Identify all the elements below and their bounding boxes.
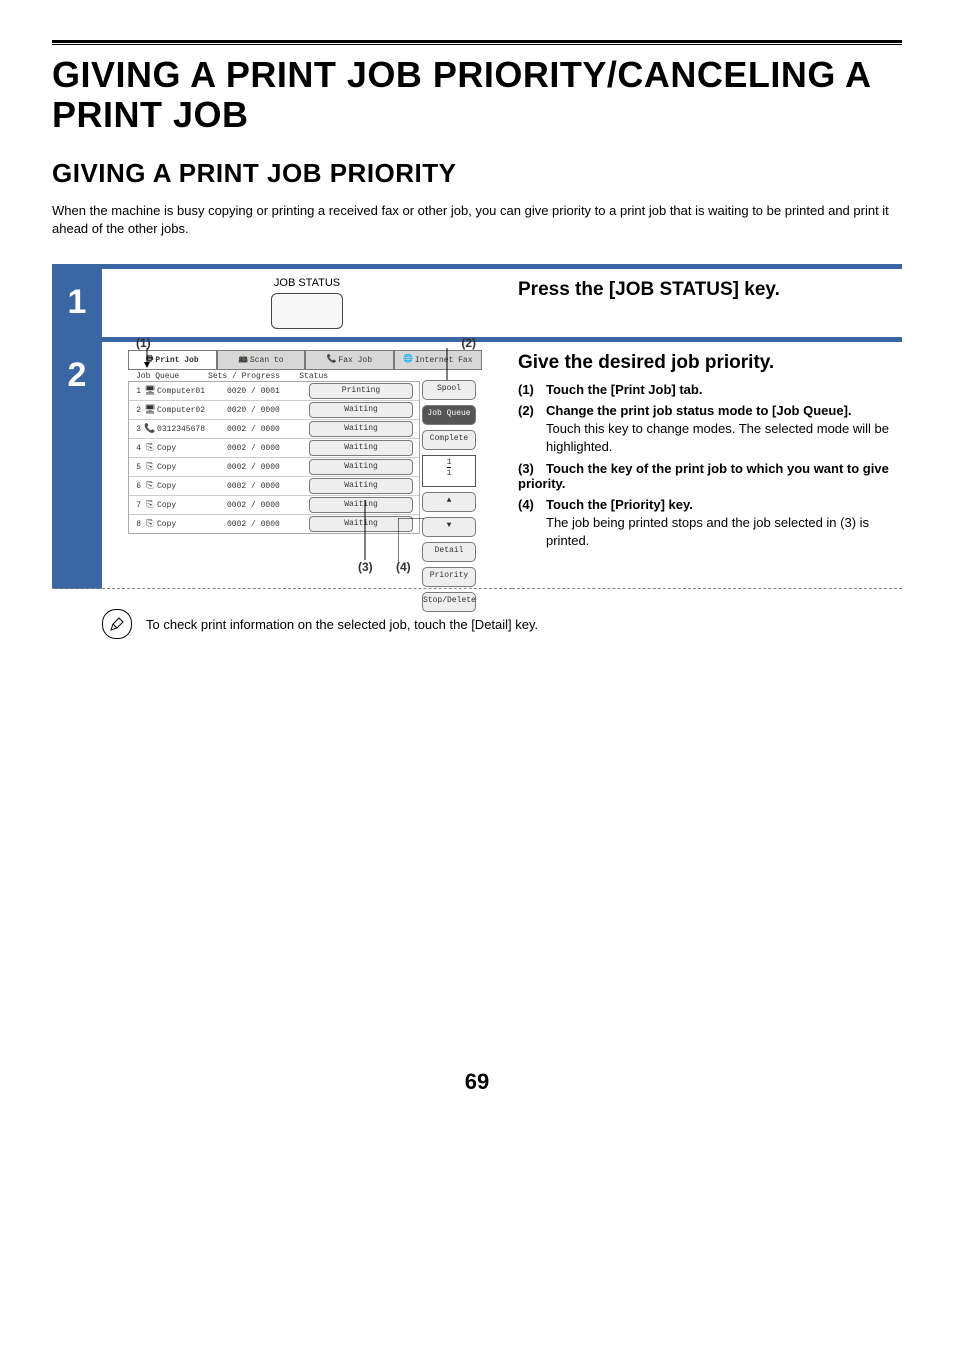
job-row[interactable]: 8⎘Copy0002 / 0000Waiting bbox=[129, 515, 419, 533]
job-status-key[interactable] bbox=[271, 293, 343, 329]
job-list: 1🖥Computer010020 / 0001Printing2🖥Compute… bbox=[128, 381, 420, 534]
callout-4: (4) bbox=[396, 560, 411, 574]
substep: (4)Touch the [Priority] key.The job bein… bbox=[518, 497, 902, 549]
stop-delete-button[interactable]: Stop/Delete bbox=[422, 592, 476, 612]
substep: (1)Touch the [Print Job] tab. bbox=[518, 382, 902, 397]
job-queue-button[interactable]: Job Queue bbox=[422, 405, 476, 425]
tab-bar: 🖶Print Job📠Scan to📞Fax Job🌐Internet Fax bbox=[128, 350, 482, 370]
col-sets: Sets / Progress bbox=[208, 372, 280, 381]
page-title: GIVING A PRINT JOB PRIORITY/CANCELING A … bbox=[52, 55, 902, 136]
substep: (3)Touch the key of the print job to whi… bbox=[518, 461, 902, 491]
job-row[interactable]: 7⎘Copy0002 / 0000Waiting bbox=[129, 496, 419, 515]
step1-heading: Press the [JOB STATUS] key. bbox=[518, 279, 902, 301]
step1-number: 1 bbox=[52, 267, 102, 340]
detail-button[interactable]: Detail bbox=[422, 542, 476, 562]
job-row[interactable]: 6⎘Copy0002 / 0000Waiting bbox=[129, 477, 419, 496]
tab-print-job[interactable]: 🖶Print Job bbox=[128, 350, 217, 370]
complete-button[interactable]: Complete bbox=[422, 430, 476, 450]
substep: (2)Change the print job status mode to [… bbox=[518, 403, 902, 455]
step2-number: 2 bbox=[52, 340, 102, 589]
tab-scan-to[interactable]: 📠Scan to bbox=[217, 350, 306, 370]
job-row[interactable]: 5⎘Copy0002 / 0000Waiting bbox=[129, 458, 419, 477]
intro-text: When the machine is busy copying or prin… bbox=[52, 202, 902, 238]
job-row[interactable]: 2🖥Computer020020 / 0000Waiting bbox=[129, 401, 419, 420]
col-queue: Job Queue bbox=[136, 372, 179, 381]
scroll-up-button[interactable]: ▲ bbox=[422, 492, 476, 512]
page-number: 69 bbox=[52, 1069, 902, 1095]
section-title: GIVING A PRINT JOB PRIORITY bbox=[52, 158, 902, 189]
callout-3: (3) bbox=[358, 560, 373, 574]
scroll-down-button[interactable]: ▼ bbox=[422, 517, 476, 537]
job-row[interactable]: 3📞03123456780002 / 0000Waiting bbox=[129, 420, 419, 439]
step2-heading: Give the desired job priority. bbox=[518, 352, 902, 374]
callout-1: (1) bbox=[136, 336, 151, 350]
callout-2: (2) bbox=[461, 336, 476, 350]
job-row[interactable]: 1🖥Computer010020 / 0001Printing bbox=[129, 382, 419, 401]
pencil-icon bbox=[102, 609, 132, 639]
note-text: To check print information on the select… bbox=[146, 617, 538, 632]
priority-button[interactable]: Priority bbox=[422, 567, 476, 587]
touch-panel: (1) (2) (3) (4) 🖶Print Job📠Scan to📞Fax J… bbox=[112, 350, 482, 580]
col-status: Status bbox=[299, 372, 328, 381]
job-status-caption: JOB STATUS bbox=[237, 277, 377, 289]
tab-internet-fax[interactable]: 🌐Internet Fax bbox=[394, 350, 483, 370]
job-row[interactable]: 4⎘Copy0002 / 0000Waiting bbox=[129, 439, 419, 458]
page-indicator: 1 1 bbox=[422, 455, 476, 487]
tab-fax-job[interactable]: 📞Fax Job bbox=[305, 350, 394, 370]
spool-button[interactable]: Spool bbox=[422, 380, 476, 400]
